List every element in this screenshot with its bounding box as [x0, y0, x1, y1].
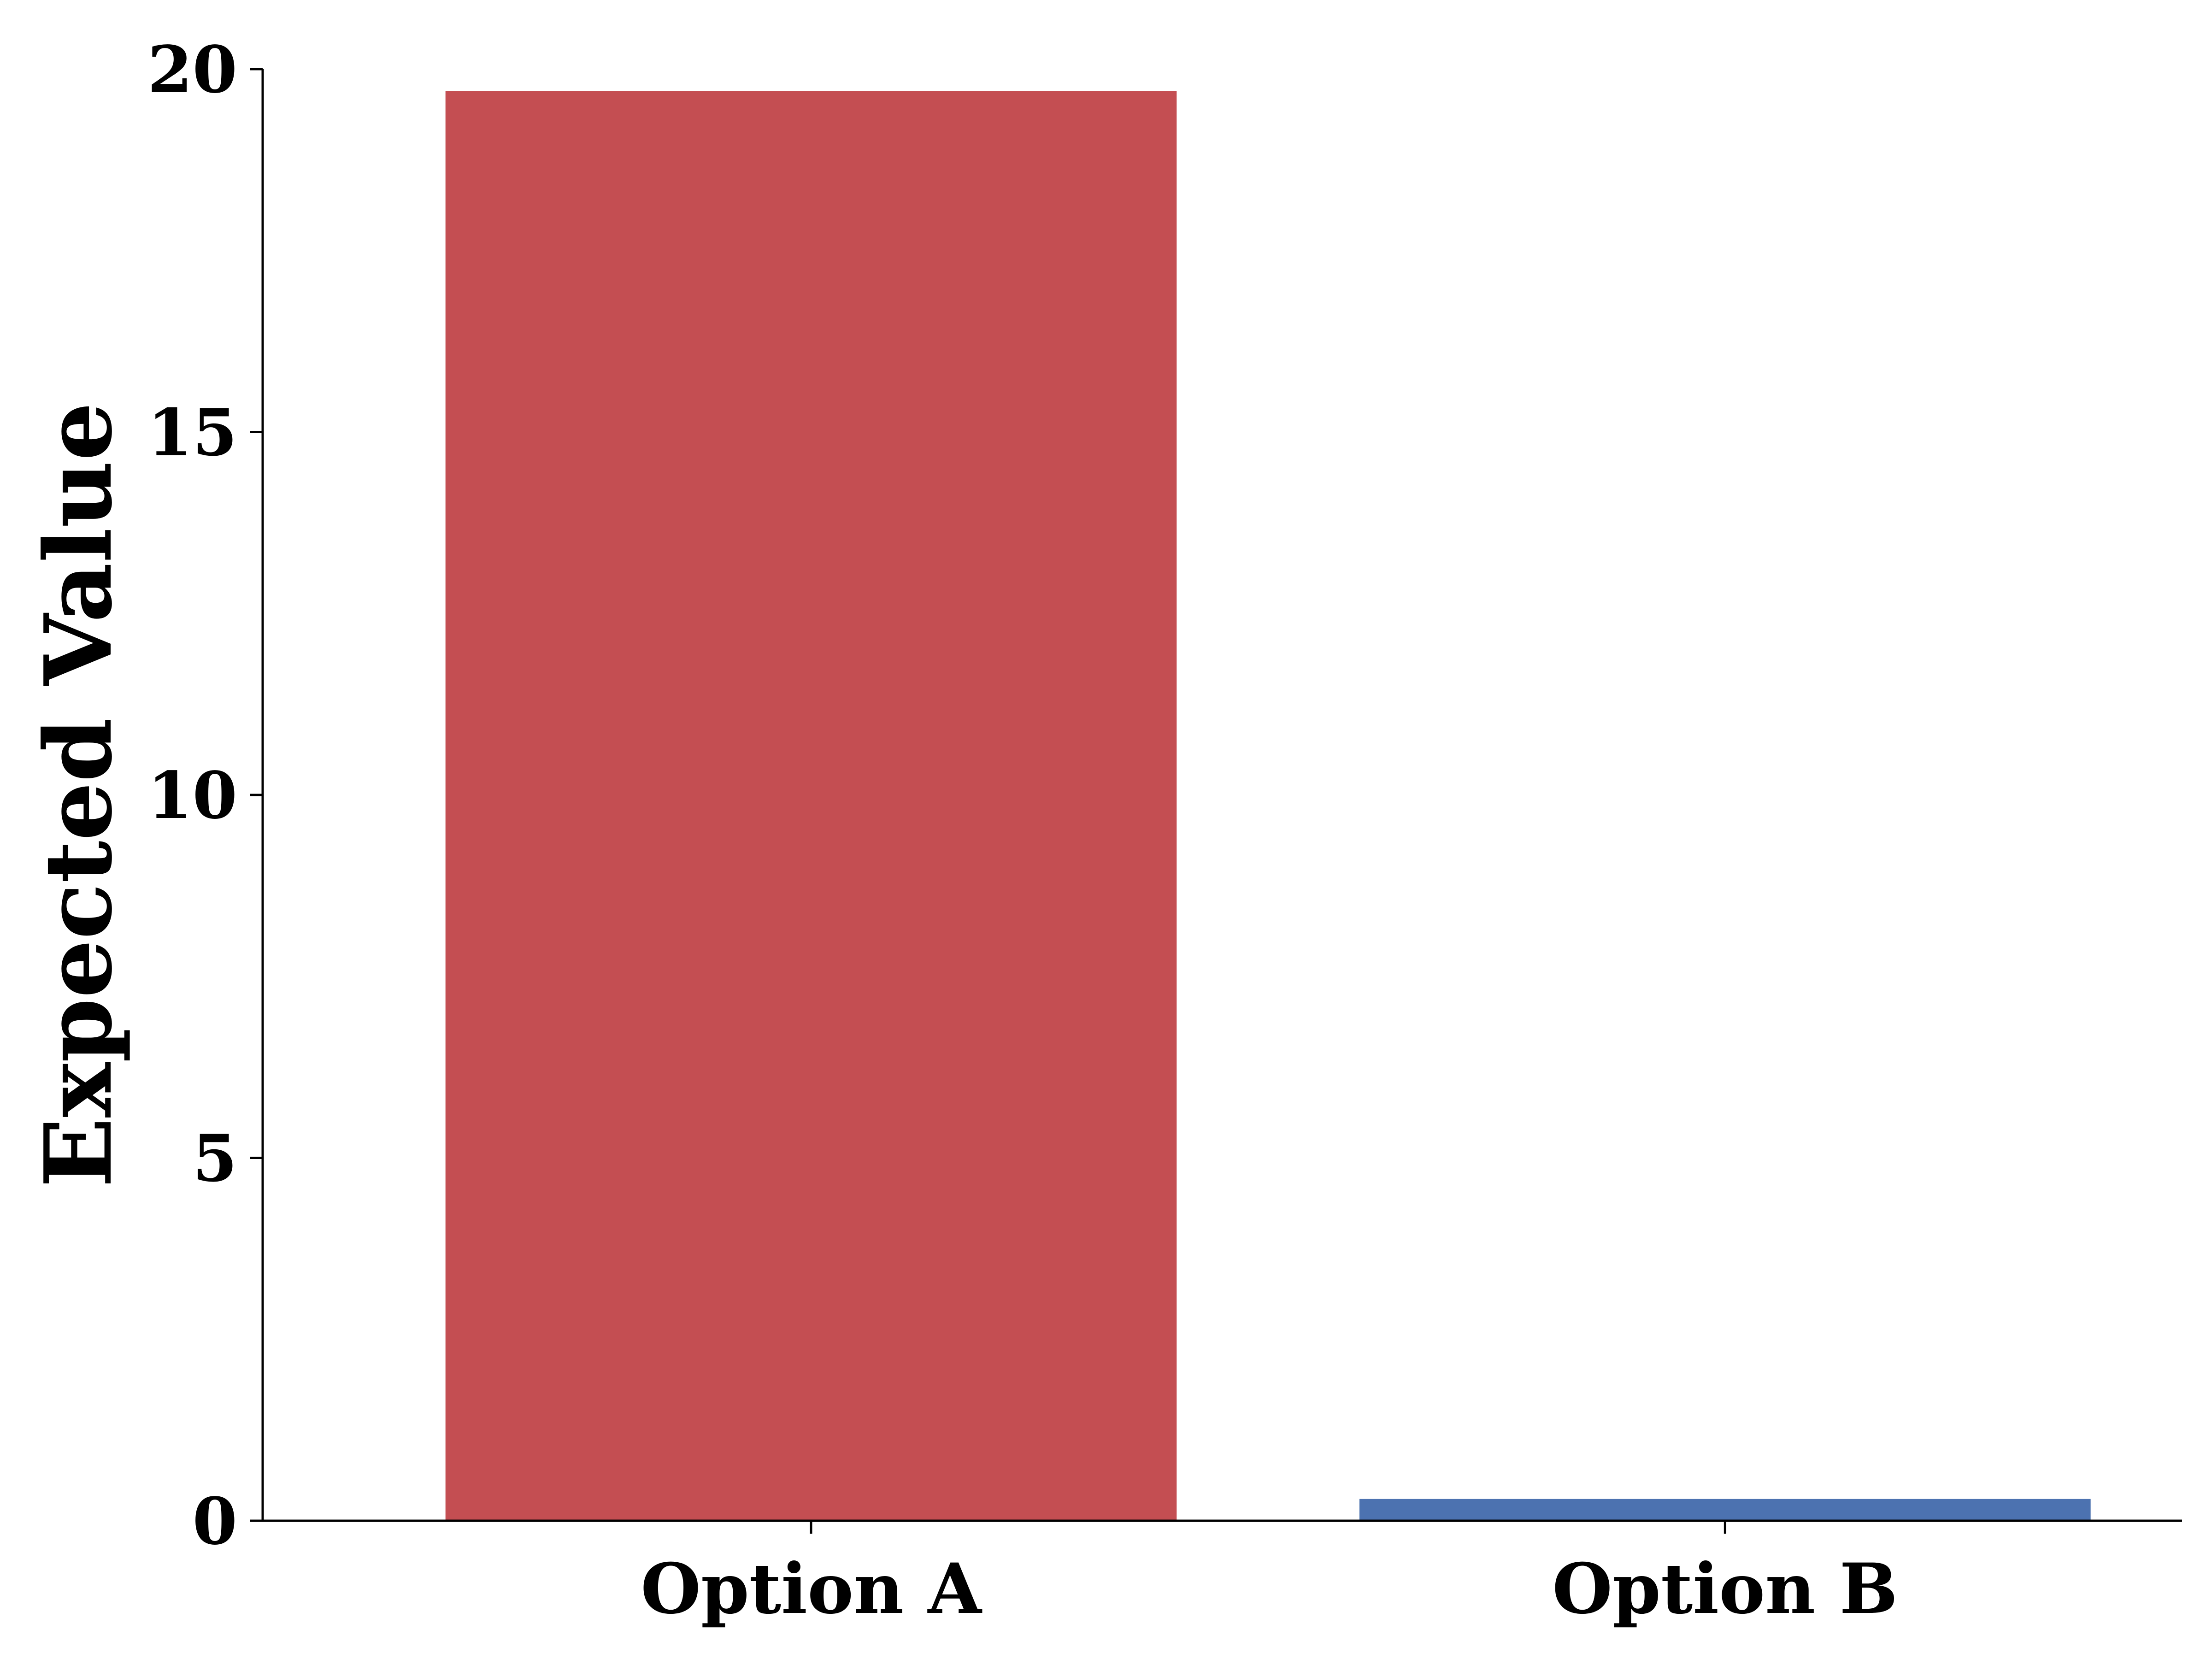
- y-tick-label: 10: [147, 758, 237, 834]
- y-tick-label: 5: [193, 1121, 237, 1197]
- y-axis-label: Expected Value: [24, 402, 133, 1188]
- y-tick-label: 20: [147, 32, 237, 108]
- y-tick-label: 0: [193, 1484, 237, 1559]
- bar-option-a: [445, 91, 1177, 1521]
- x-ticks-group: Option A Option B: [641, 1521, 1898, 1630]
- y-tick-label: 15: [147, 395, 237, 471]
- x-tick-label: Option A: [641, 1548, 982, 1630]
- y-ticks-group: 0 5 10 15 20: [147, 32, 263, 1559]
- x-tick-label: Option B: [1552, 1548, 1898, 1630]
- bars-group: [445, 91, 2091, 1521]
- bar-option-b: [1359, 1499, 2091, 1521]
